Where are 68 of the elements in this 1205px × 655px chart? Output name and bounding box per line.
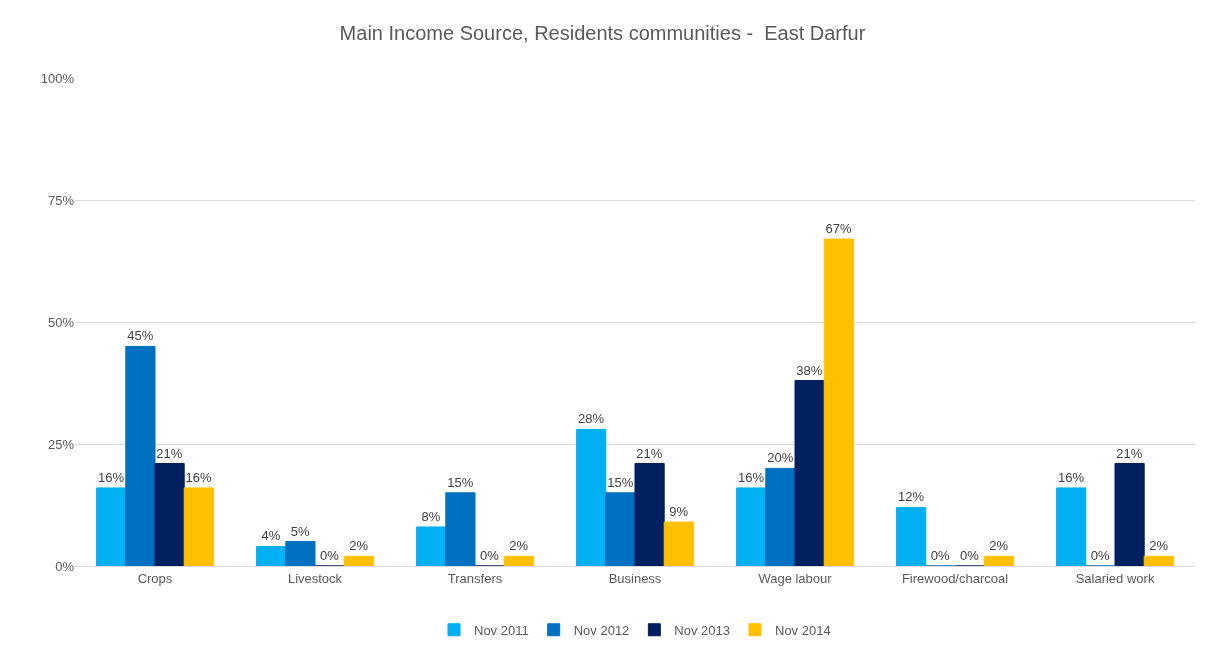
bar [1143, 555, 1174, 566]
bar [125, 345, 156, 566]
bar [183, 487, 214, 566]
x-tick-label: Salaried work [1075, 570, 1155, 586]
bar [154, 463, 185, 566]
data-label: 2% [1149, 538, 1169, 554]
data-label: 8% [421, 508, 441, 524]
y-tick-label: 50% [47, 314, 75, 330]
legend-label: Nov 2013 [674, 622, 730, 638]
legend-label: Nov 2014 [775, 622, 831, 638]
y-tick-label: 25% [47, 436, 75, 452]
bar [1114, 463, 1145, 566]
x-tick-label: Crops [137, 570, 173, 586]
bar [96, 487, 127, 566]
y-tick-label: 100% [40, 70, 75, 86]
x-tick-label: Transfers [447, 570, 503, 586]
data-label: 2% [349, 538, 369, 554]
data-label: 5% [290, 523, 311, 539]
data-label: 16% [1057, 469, 1085, 485]
data-label: 0% [930, 548, 951, 563]
data-label: 0% [1090, 548, 1111, 563]
data-label: 15% [447, 474, 474, 490]
bar [605, 492, 636, 566]
bar [416, 526, 447, 566]
bar [634, 463, 665, 566]
data-label: 21% [156, 445, 183, 461]
bar [1056, 487, 1087, 566]
bar [823, 238, 854, 566]
data-label: 67% [825, 221, 853, 237]
data-label: 16% [97, 469, 125, 485]
data-label: 9% [669, 504, 689, 520]
legend-label: Nov 2012 [573, 622, 630, 638]
bar [445, 492, 476, 566]
bar [285, 541, 316, 566]
data-label: 16% [737, 469, 765, 485]
bar [983, 555, 1014, 566]
bar [896, 506, 927, 566]
bar [503, 555, 534, 566]
data-label: 21% [1116, 445, 1143, 461]
data-label: 21% [636, 445, 663, 461]
data-label: 4% [261, 528, 281, 544]
data-label: 0% [479, 548, 500, 563]
x-tick-label: Wage labour [758, 570, 833, 586]
data-label: 12% [897, 489, 925, 505]
data-label: 45% [127, 328, 154, 344]
bar [794, 380, 825, 566]
y-tick-label: 0% [55, 558, 75, 574]
y-tick-label: 75% [47, 192, 75, 208]
bar [576, 428, 607, 566]
bar [663, 521, 694, 566]
data-label: 38% [796, 362, 823, 378]
data-label: 20% [767, 450, 794, 466]
x-tick-label: Livestock [287, 570, 343, 586]
data-label: 0% [959, 548, 980, 563]
data-label: 28% [577, 411, 605, 427]
bar [736, 487, 767, 566]
bar [256, 545, 287, 566]
legend-label: Nov 2011 [474, 622, 529, 638]
chart-title: Main Income Source, Residents communities - East Darfur [339, 22, 866, 45]
data-label: 16% [185, 469, 213, 485]
data-label: 15% [607, 474, 634, 490]
x-tick-label: Firewood/charcoal [901, 570, 1009, 586]
data-label: 2% [509, 538, 529, 554]
data-label: 0% [319, 548, 340, 563]
data-label: 2% [989, 538, 1009, 554]
bar [765, 467, 796, 566]
bar [343, 555, 374, 566]
x-tick-label: Business [608, 570, 662, 586]
